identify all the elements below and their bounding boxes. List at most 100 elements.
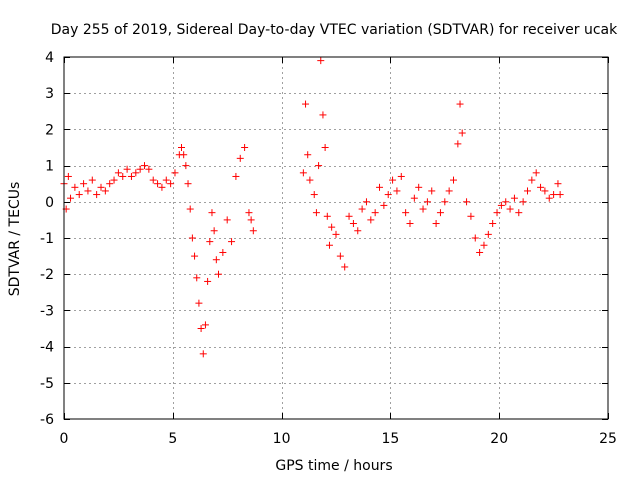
data-point [419, 205, 427, 213]
data-point [393, 187, 401, 195]
data-point [180, 151, 188, 159]
data-point [228, 238, 236, 246]
x-tick-label: 15 [381, 431, 399, 447]
data-point [127, 172, 135, 180]
data-point [550, 191, 558, 199]
y-tick-label: 0 [45, 195, 54, 211]
data-point [312, 209, 320, 217]
data-point [389, 176, 397, 184]
data-point [210, 227, 218, 235]
data-point [441, 198, 449, 206]
data-point [415, 183, 423, 191]
data-point [454, 140, 462, 148]
data-point [321, 144, 329, 151]
data-point [537, 183, 545, 191]
data-point [145, 165, 153, 173]
data-point [75, 191, 83, 199]
data-point [332, 230, 340, 238]
data-point [436, 209, 444, 217]
data-point [136, 165, 144, 173]
data-point [188, 234, 196, 242]
data-point [310, 191, 318, 199]
data-point [114, 169, 122, 177]
data-point [523, 187, 531, 195]
data-point [154, 180, 162, 188]
data-point [545, 194, 553, 202]
data-point [358, 205, 366, 213]
data-point [162, 176, 170, 184]
data-point [197, 325, 205, 332]
x-axis-label: GPS time / hours [275, 458, 392, 474]
data-point [186, 205, 194, 213]
chart-title: Day 255 of 2019, Sidereal Day-to-day VTE… [51, 22, 618, 38]
data-point [510, 194, 518, 202]
data-point [432, 220, 440, 228]
data-point [458, 129, 466, 137]
x-tick-label: 10 [273, 431, 291, 447]
data-point [406, 220, 414, 228]
data-point [195, 299, 203, 307]
y-axis-label: SDTVAR / TECUs [7, 182, 23, 297]
data-point [249, 227, 257, 235]
data-point [141, 162, 149, 170]
data-point [219, 248, 227, 256]
y-tick-label: -4 [40, 340, 54, 356]
data-point [371, 209, 379, 217]
y-tick-label: -1 [40, 231, 54, 247]
data-point [445, 187, 453, 195]
data-point [184, 180, 192, 188]
data-point [149, 176, 157, 184]
data-point [64, 172, 72, 180]
data-point [223, 216, 231, 224]
x-tick-label: 25 [599, 431, 617, 447]
data-point [93, 191, 101, 199]
data-point [554, 180, 562, 188]
data-point [325, 241, 333, 249]
data-point [497, 201, 505, 209]
ticks-layer [64, 57, 609, 420]
data-point [178, 144, 186, 151]
data-point [212, 256, 220, 264]
y-tick-label: -6 [40, 412, 54, 428]
data-point [88, 176, 96, 184]
data-point [245, 209, 253, 217]
data-point [317, 57, 325, 65]
data-point [380, 201, 388, 209]
data-point [158, 183, 166, 191]
data-point [191, 252, 199, 260]
data-point [541, 187, 549, 195]
data-point [84, 187, 92, 195]
data-point [328, 223, 336, 231]
data-point [345, 212, 353, 220]
data-point [123, 165, 131, 173]
x-tick-label: 20 [490, 431, 508, 447]
data-point [193, 274, 201, 282]
data-point [132, 169, 140, 177]
data-point [336, 252, 344, 260]
data-point [247, 216, 255, 224]
data-point [502, 198, 510, 206]
data-point [71, 183, 79, 191]
data-point [463, 198, 471, 206]
y-tick-label: -5 [40, 376, 54, 392]
data-point [97, 183, 105, 191]
data-point [80, 180, 88, 188]
data-point [428, 187, 436, 195]
data-point [302, 100, 310, 108]
data-point [354, 227, 362, 235]
y-tick-label: 3 [45, 86, 54, 102]
data-point [528, 176, 536, 184]
x-tick-label: 0 [60, 431, 69, 447]
data-point [214, 270, 222, 278]
data-point [402, 209, 410, 217]
data-point [515, 209, 523, 217]
data-point [493, 209, 501, 217]
y-tick-label: -3 [40, 303, 54, 319]
data-point [519, 198, 527, 206]
data-point [204, 277, 212, 285]
data-point [506, 205, 514, 213]
y-tick-label: 4 [45, 50, 54, 66]
data-point [410, 194, 418, 202]
